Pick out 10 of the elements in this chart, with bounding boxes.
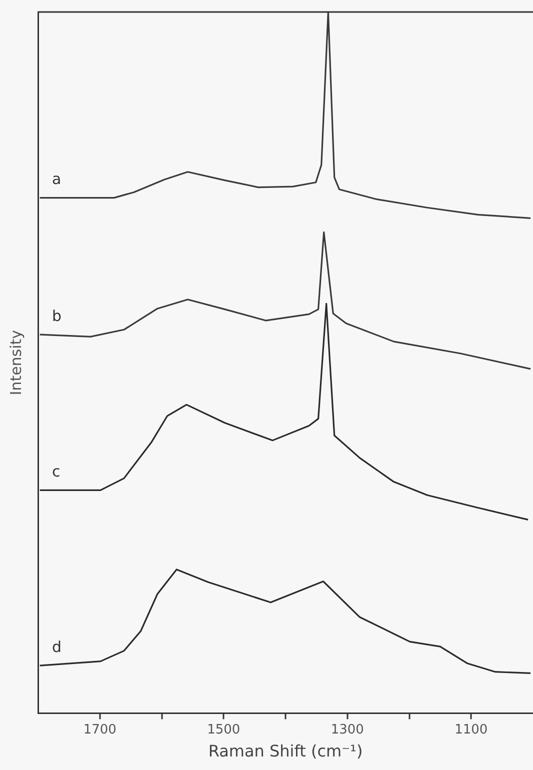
- y-axis-title: Intensity: [6, 330, 25, 396]
- x-tick-label: 1100: [454, 722, 488, 738]
- series-label: c: [52, 462, 60, 481]
- x-tick-label: 1300: [330, 722, 364, 738]
- series-label: b: [52, 306, 62, 325]
- x-tick-label: 1700: [83, 722, 116, 738]
- x-axis-title: Raman Shift (cm⁻¹): [208, 742, 363, 761]
- x-tick-label: 1500: [207, 722, 240, 738]
- series-label: d: [52, 638, 62, 656]
- series-label: a: [52, 170, 62, 188]
